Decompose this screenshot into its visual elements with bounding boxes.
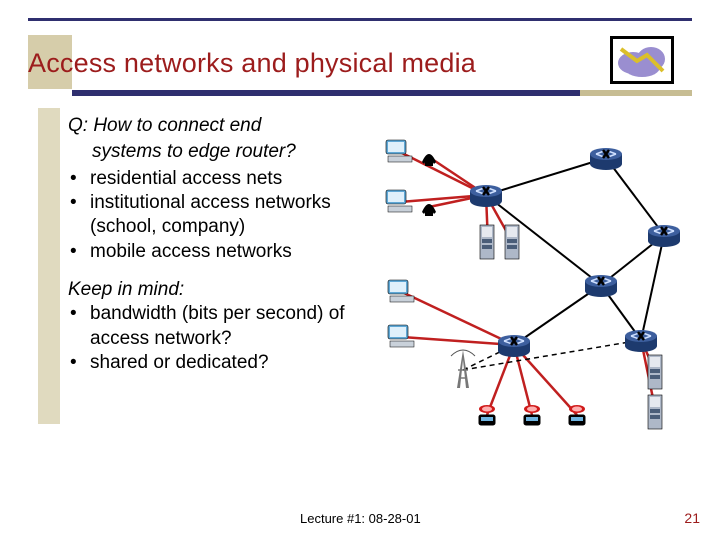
title-underline [72, 90, 580, 96]
slide-title: Access networks and physical media [28, 48, 476, 79]
content-block: Q: How to connect end systems to edge ro… [68, 114, 368, 389]
list-item: bandwidth (bits per second) of access ne… [68, 302, 368, 351]
footer-lecture: Lecture #1: 08-28-01 [300, 511, 421, 526]
inset-icon-box [610, 36, 674, 84]
keep-in-mind-label: Keep in mind: [68, 278, 368, 302]
question-line2: systems to edge router? [92, 140, 368, 164]
question-line1: Q: How to connect end [68, 114, 368, 138]
cloud-lightning-icon [613, 39, 671, 81]
list-item: institutional access networks (school, c… [68, 191, 368, 240]
top-rule [28, 18, 692, 21]
list-item: residential access nets [68, 167, 368, 191]
page-number: 21 [684, 510, 700, 526]
left-accent-stripe [38, 108, 60, 424]
list-item: shared or dedicated? [68, 351, 368, 375]
network-diagram [380, 130, 690, 450]
bullet-list-2: bandwidth (bits per second) of access ne… [68, 302, 368, 375]
title-underline-accent [580, 90, 692, 96]
bullet-list-1: residential access nets institutional ac… [68, 167, 368, 264]
list-item: mobile access networks [68, 240, 368, 264]
